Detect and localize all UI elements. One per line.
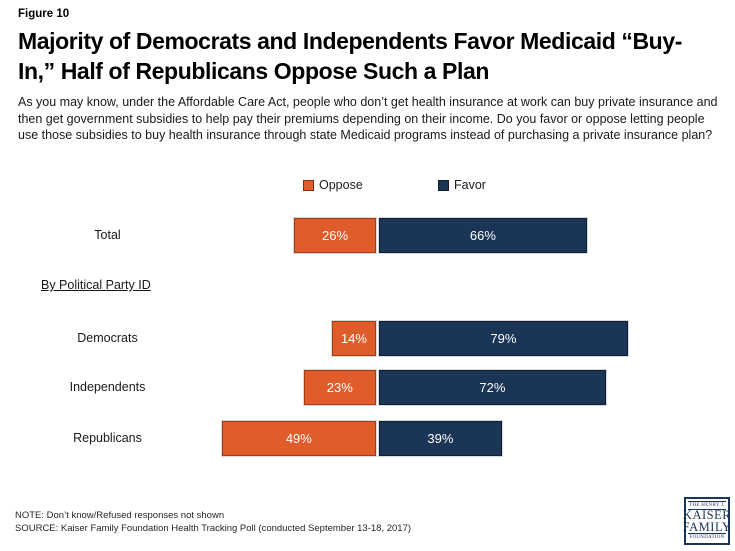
favor-value-independents: 72% (479, 380, 506, 395)
group-label-political-party: By Political Party ID (41, 278, 151, 292)
legend-item-oppose: Oppose (303, 177, 363, 193)
survey-question-text: As you may know, under the Affordable Ca… (18, 95, 718, 142)
logo-line-family: FAMILY (682, 519, 732, 534)
category-label-independents: Independents (69, 380, 146, 394)
source-text: SOURCE: Kaiser Family Foundation Health … (15, 523, 412, 534)
page-title-line-1: Majority of Democrats and Independents F… (18, 28, 682, 54)
chart-row-republicans: Republicans 49% 39% (0, 421, 735, 456)
chart-row-democrats: Democrats 14% 79% (0, 321, 735, 356)
oppose-bar-republicans: 49% (221, 421, 376, 456)
kff-foundation-logo: THE HENRY J. KAISER FAMILY FOUNDATION (682, 497, 732, 545)
legend-label-favor: Favor (454, 178, 486, 192)
favor-value-democrats: 79% (490, 331, 517, 346)
logo-line-foundation: FOUNDATION (688, 532, 726, 540)
legend-swatch-favor (438, 179, 449, 191)
favor-bar-independents: 72% (379, 370, 606, 405)
logo-line-henry-j: THE HENRY J. (688, 501, 726, 510)
oppose-value-democrats: 14% (340, 331, 367, 346)
oppose-value-independents: 23% (326, 380, 353, 395)
oppose-bar-total: 26% (294, 218, 376, 253)
chart-row-total: Total 26% 66% (0, 218, 735, 253)
favor-bar-republicans: 39% (379, 421, 502, 456)
category-label-democrats: Democrats (77, 331, 138, 345)
oppose-bar-independents: 23% (303, 370, 376, 405)
logo-line-kaiser: KAISER (682, 508, 732, 523)
favor-bar-total: 66% (379, 218, 587, 253)
favor-bar-democrats: 79% (379, 321, 628, 356)
note-text: NOTE: Don’t know/Refused responses not s… (15, 510, 225, 521)
category-label-total: Total (94, 228, 121, 242)
favor-value-total: 66% (469, 228, 496, 243)
chart-row-independents: Independents 23% 72% (0, 370, 735, 405)
footnotes: NOTE: Don’t know/Refused responses not s… (15, 509, 411, 535)
oppose-value-total: 26% (322, 228, 349, 243)
category-label-republicans: Republicans (73, 431, 142, 445)
legend-label-oppose: Oppose (319, 178, 363, 192)
page-title-line-2: In,” Half of Republicans Oppose Such a P… (18, 58, 489, 84)
figure-number: Figure 10 (18, 8, 70, 20)
favor-value-republicans: 39% (427, 431, 454, 446)
page-title: Majority of Democrats and Independents F… (18, 26, 682, 86)
legend-item-favor: Favor (438, 177, 486, 193)
legend-swatch-oppose (303, 179, 314, 191)
oppose-value-republicans: 49% (285, 431, 312, 446)
oppose-bar-democrats: 14% (331, 321, 376, 356)
